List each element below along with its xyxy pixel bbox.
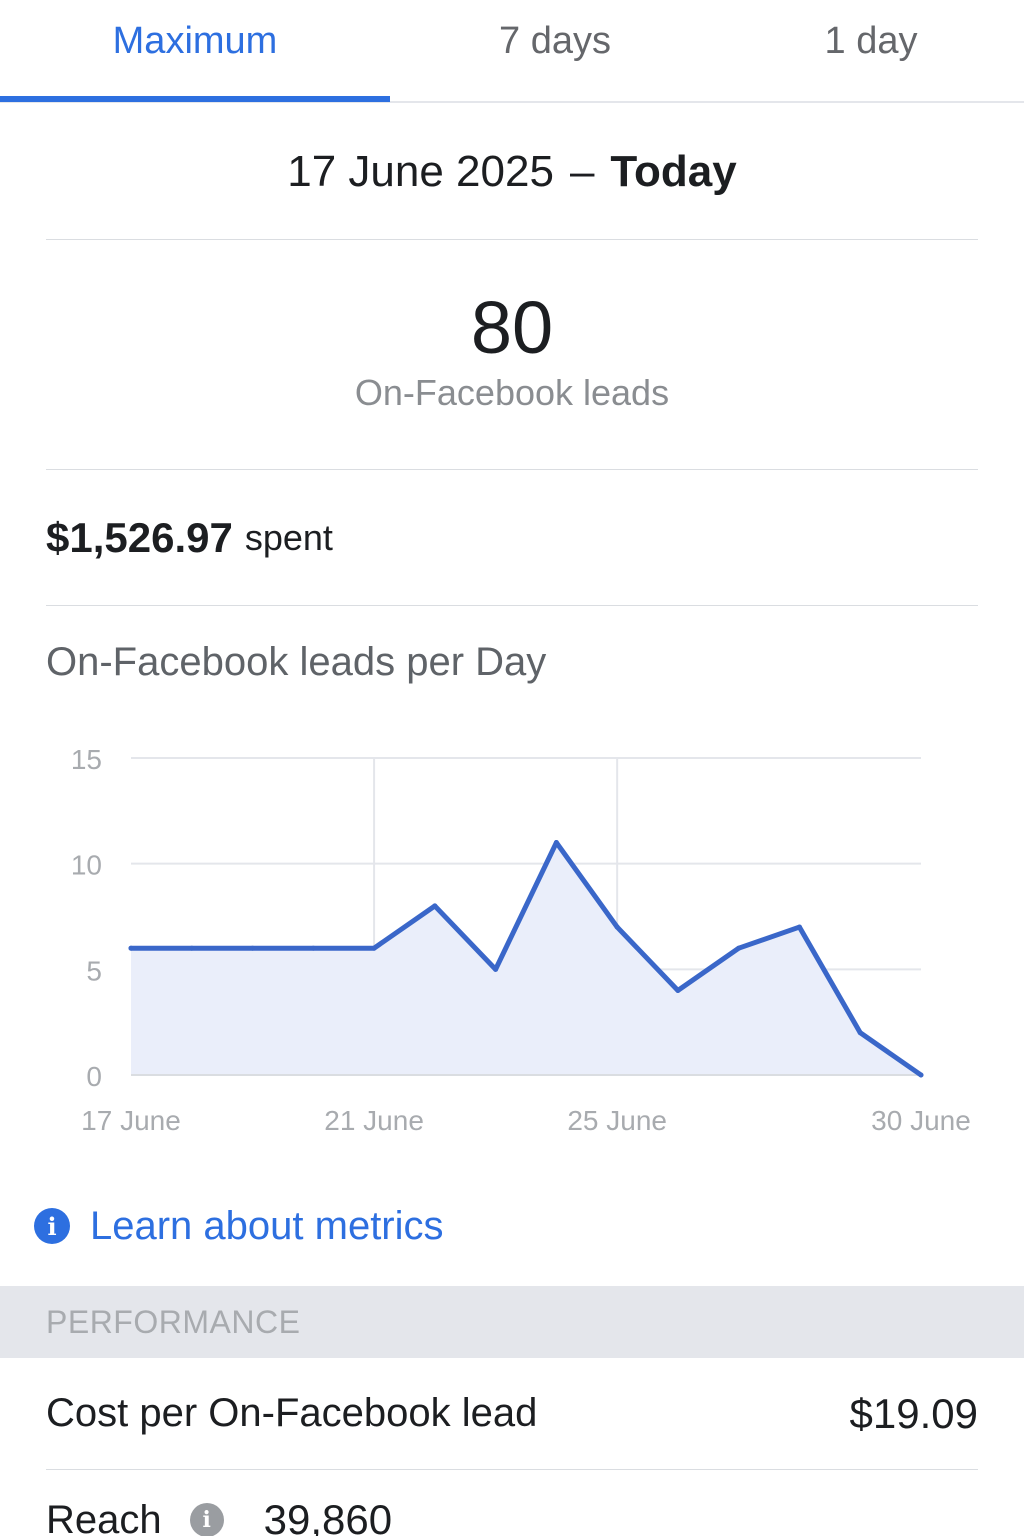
data-point-10 (736, 945, 742, 951)
data-point-0 (128, 945, 134, 951)
chart-svg: 0 5 10 15 17 June 21 June 25 June 30 June (71, 744, 971, 1136)
learn-about-metrics-text: Learn about metrics (90, 1203, 444, 1248)
y-tick-label-5: 5 (86, 955, 102, 986)
performance-section-header: PERFORMANCE (0, 1286, 1024, 1358)
chart-title: On-Facebook leads per Day (46, 640, 547, 684)
headline-value: 80 (470, 286, 554, 369)
cost-per-lead-label: Cost per On-Facebook lead (46, 1391, 538, 1435)
x-tick-label-1: 21 June (324, 1105, 424, 1136)
cost-per-lead-value: $19.09 (849, 1389, 978, 1437)
data-point-8 (614, 924, 620, 930)
x-tick-label-3: 30 June (871, 1105, 971, 1136)
date-range-tabs: Maximum 7 days 1 day (0, 0, 1024, 103)
data-point-13 (918, 1072, 924, 1078)
y-tick-label-0: 0 (86, 1061, 102, 1092)
date-range-display[interactable]: 17 June 2025 – Today (46, 104, 978, 240)
leads-per-day-chart: 0 5 10 15 17 June 21 June 25 June 30 June (0, 720, 1024, 1160)
reach-value: 39,860 (263, 1496, 393, 1536)
data-point-9 (675, 987, 681, 993)
date-range-separator: – (569, 146, 595, 196)
x-tick-label-2: 25 June (567, 1105, 667, 1136)
cost-per-lead-row: Cost per On-Facebook lead $19.09 (46, 1358, 978, 1470)
series-area (131, 842, 921, 1075)
spent-amount: $1,526.97 (46, 513, 233, 561)
tab-maximum[interactable]: Maximum (112, 19, 278, 62)
tab-1-day[interactable]: 1 day (824, 19, 918, 62)
data-point-1 (189, 945, 195, 951)
reach-row: Reach i 39,860 (46, 1470, 978, 1536)
headline-metric: 80 On-Facebook leads (46, 240, 978, 470)
series-line (128, 840, 924, 1078)
reach-info-icon[interactable]: i (189, 1503, 224, 1536)
data-point-7 (553, 840, 559, 846)
y-tick-label-10: 10 (71, 850, 102, 881)
data-point-4 (371, 945, 377, 951)
spent-word: spent (244, 516, 333, 558)
y-tick-label-15: 15 (71, 744, 102, 775)
data-point-3 (310, 945, 316, 951)
data-point-6 (493, 966, 499, 972)
date-range-from: 17 June 2025 (287, 146, 554, 196)
data-point-12 (857, 1030, 863, 1036)
date-range-to: Today (610, 146, 737, 196)
spent-summary: $1,526.97 spent (46, 470, 978, 606)
info-icon: i (34, 1208, 70, 1244)
data-point-11 (796, 924, 802, 930)
learn-about-metrics-link[interactable]: i Learn about metrics (34, 1196, 444, 1256)
x-tick-label-0: 17 June (81, 1105, 181, 1136)
active-tab-indicator (0, 96, 390, 102)
headline-label: On-Facebook leads (354, 372, 670, 413)
tab-7-days[interactable]: 7 days (499, 19, 611, 62)
reach-label: Reach (46, 1497, 162, 1536)
data-point-5 (432, 903, 438, 909)
data-point-2 (250, 945, 256, 951)
